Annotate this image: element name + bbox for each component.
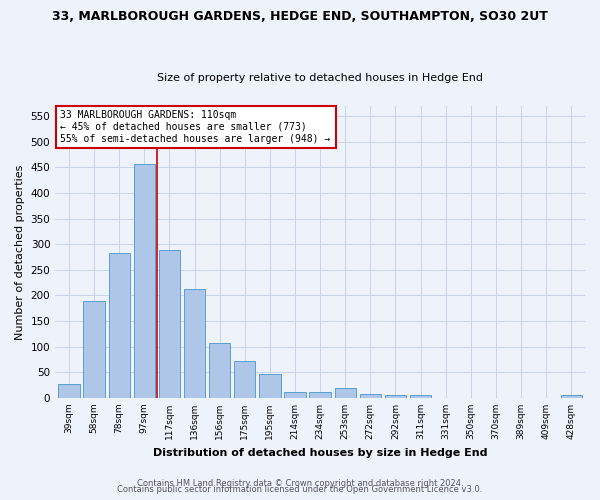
Bar [385,396,406,398]
Bar [209,342,230,398]
Bar [83,300,105,398]
Text: Contains HM Land Registry data © Crown copyright and database right 2024.: Contains HM Land Registry data © Crown c… [137,478,463,488]
Bar [184,290,205,398]
Bar [109,253,130,398]
Bar [359,394,381,398]
X-axis label: Distribution of detached houses by size in Hedge End: Distribution of detached houses by size … [153,448,487,458]
Bar [560,396,582,398]
Text: 33, MARLBOROUGH GARDENS, HEDGE END, SOUTHAMPTON, SO30 2UT: 33, MARLBOROUGH GARDENS, HEDGE END, SOUT… [52,10,548,23]
Bar [310,392,331,398]
Bar [58,384,80,398]
Title: Size of property relative to detached houses in Hedge End: Size of property relative to detached ho… [157,73,483,83]
Text: Contains public sector information licensed under the Open Government Licence v3: Contains public sector information licen… [118,485,482,494]
Y-axis label: Number of detached properties: Number of detached properties [15,164,25,340]
Text: 33 MARLBOROUGH GARDENS: 110sqm
← 45% of detached houses are smaller (773)
55% of: 33 MARLBOROUGH GARDENS: 110sqm ← 45% of … [61,110,331,144]
Bar [159,250,180,398]
Bar [134,164,155,398]
Bar [410,396,431,398]
Bar [234,360,256,398]
Bar [335,388,356,398]
Bar [259,374,281,398]
Bar [284,392,305,398]
